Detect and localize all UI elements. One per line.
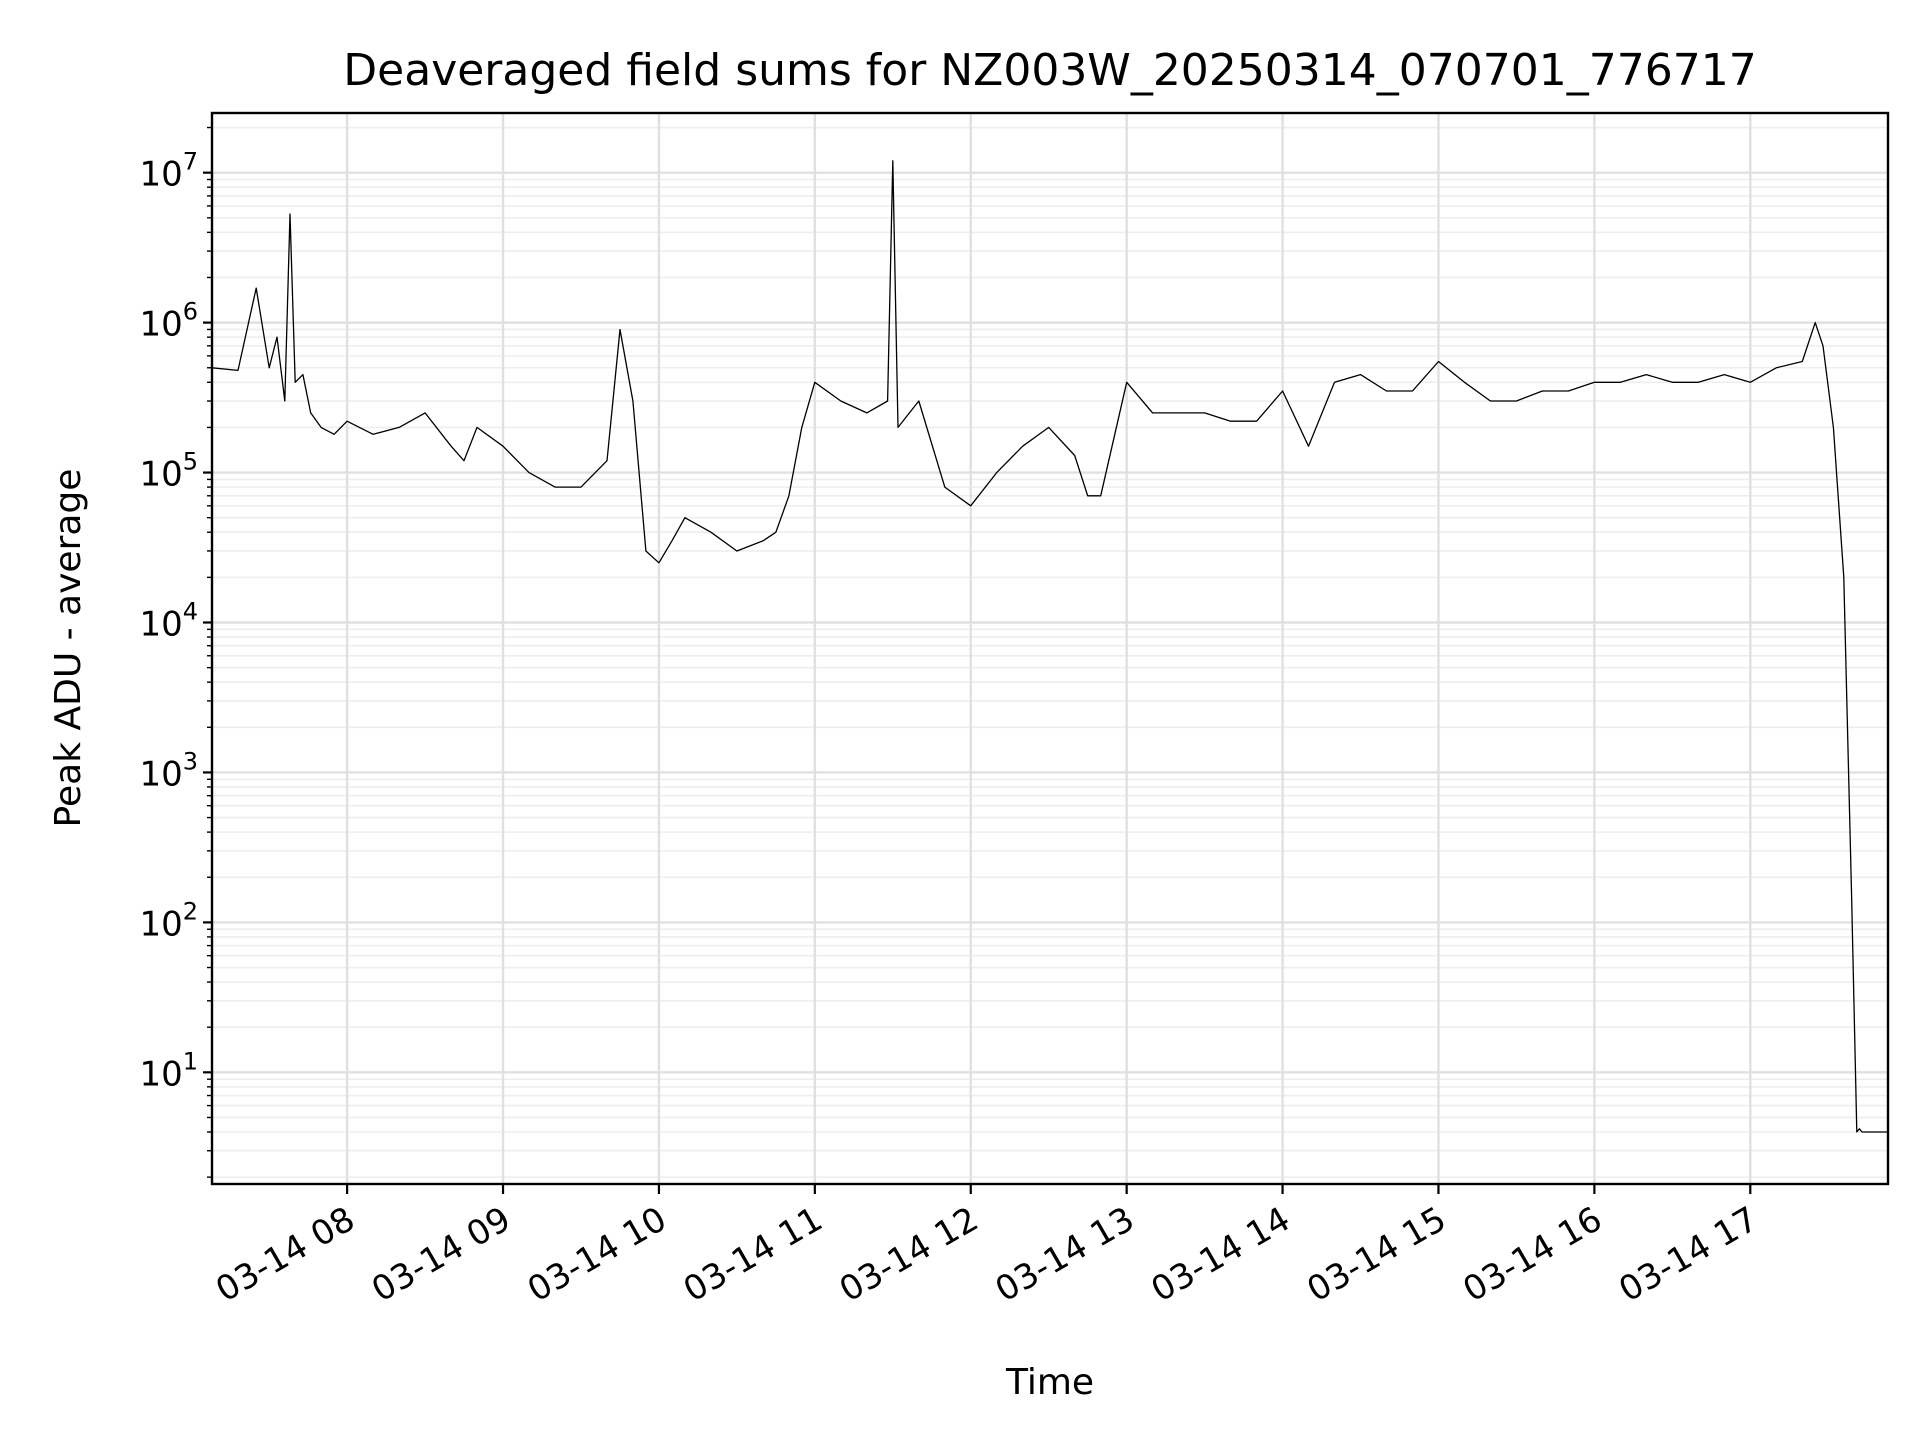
x-tick-label: 03-14 10	[521, 1199, 673, 1310]
plot-frame	[210, 111, 1890, 1186]
x-tick-label: 03-14 13	[989, 1199, 1141, 1310]
y-tick-label: 101	[139, 1047, 198, 1094]
y-tick-label: 104	[139, 598, 198, 645]
x-tick-label: 03-14 17	[1612, 1199, 1764, 1310]
y-tick-label: 103	[139, 747, 198, 794]
y-tick-label: 106	[139, 298, 198, 345]
series-line	[211, 160, 1888, 1133]
x-tick-label: 03-14 09	[365, 1199, 517, 1310]
grid-layer	[212, 113, 1888, 1184]
x-tick-label: 03-14 11	[677, 1199, 829, 1310]
x-tick-label: 03-14 15	[1301, 1199, 1453, 1310]
y-axis-label: Peak ADU - average	[48, 469, 89, 828]
y-tick-label: 102	[139, 897, 198, 944]
x-tick-label: 03-14 14	[1145, 1199, 1297, 1310]
chart-title: Deaveraged field sums for NZ003W_2025031…	[343, 45, 1756, 96]
x-tick-label: 03-14 16	[1456, 1199, 1608, 1310]
y-tick-label: 105	[139, 448, 198, 495]
series-layer	[211, 160, 1888, 1133]
x-tick-label: 03-14 12	[833, 1199, 985, 1310]
y-tick-label: 107	[139, 148, 198, 195]
x-tick-label: 03-14 08	[209, 1199, 361, 1310]
x-axis-label: Time	[1005, 1362, 1094, 1403]
